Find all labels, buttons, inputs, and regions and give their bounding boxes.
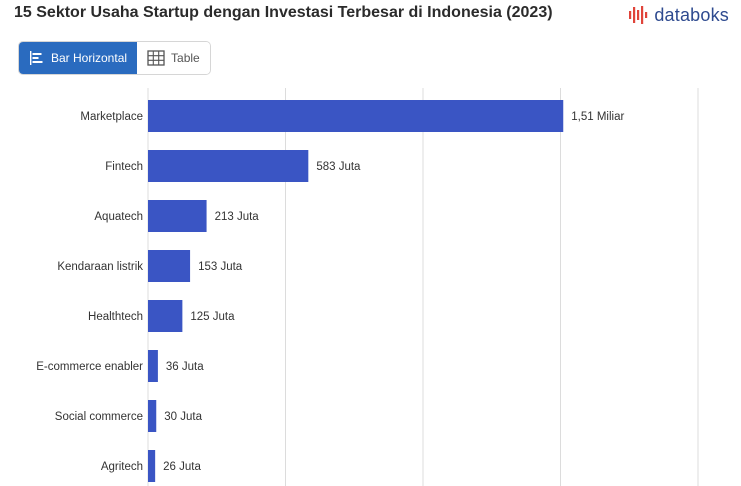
data-label: 213 Juta [215,211,260,223]
category-label: Healthtech [88,311,143,323]
tab-bar-horizontal[interactable]: Bar Horizontal [19,42,138,74]
bar [148,350,158,382]
data-label: 1,51 Miliar [571,111,624,123]
data-label: 36 Juta [166,361,204,373]
data-label: 125 Juta [190,311,235,323]
bar [148,250,191,282]
category-label: Agritech [101,461,143,473]
category-label: Marketplace [80,111,143,123]
bar [148,200,207,232]
brand-name: databoks [654,4,729,25]
bar-chart-icon [30,51,43,65]
bar [148,450,156,482]
bar-chart: Marketplace 1,51 Miliar Fintech 583 Juta Aqu… [36,88,699,486]
data-label: 583 Juta [316,161,361,173]
bar [148,300,183,332]
category-label: Kendaraan listrik [57,261,143,273]
category-label: Aquatech [94,211,143,223]
brand-logo[interactable]: databoks [628,4,729,26]
data-label: 30 Juta [164,411,202,423]
tab-table[interactable]: Table [137,42,210,74]
category-label: Fintech [105,161,143,173]
category-label: Social commerce [55,411,143,423]
data-label: 26 Juta [163,461,201,473]
tab-table-label: Table [171,51,200,65]
category-label: E-commerce enabler [36,361,143,373]
data-label: 153 Juta [198,261,243,273]
bar [148,150,309,182]
bar [148,400,157,432]
chart-title: 15 Sektor Usaha Startup dengan Investasi… [14,4,553,21]
view-tabs: Bar Horizontal Table [18,41,211,75]
tab-bar-horizontal-label: Bar Horizontal [51,51,128,65]
table-icon [147,50,165,66]
bar [148,100,564,132]
databoks-logo-icon [629,6,648,24]
